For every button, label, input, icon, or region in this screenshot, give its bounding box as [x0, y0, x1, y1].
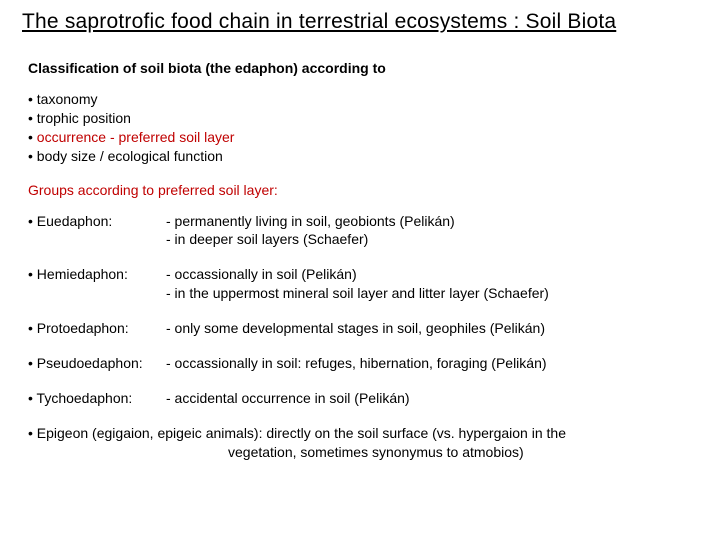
group-row: • Protoedaphon: - only some developmenta…: [28, 319, 692, 338]
groups-section-label: Groups according to preferred soil layer…: [28, 182, 692, 198]
group-desc-pseudoedaphon: - occassionally in soil: refuges, hibern…: [166, 354, 692, 373]
footnote-line1: • Epigeon (egigaion, epigeic animals): d…: [28, 425, 566, 441]
classification-subheading: Classification of soil biota (the edapho…: [28, 60, 692, 76]
footnote-epigeon: • Epigeon (egigaion, epigeic animals): d…: [28, 424, 692, 462]
criteria-taxonomy: • taxonomy: [28, 90, 692, 109]
bullet-prefix: •: [28, 129, 37, 145]
criteria-bodysize: • body size / ecological function: [28, 147, 692, 166]
group-term-euedaphon: • Euedaphon:: [28, 212, 166, 250]
group-term-hemiedaphon: • Hemiedaphon:: [28, 265, 166, 303]
group-row: • Hemiedaphon: - occassionally in soil (…: [28, 265, 692, 303]
group-row: • Euedaphon: - permanently living in soi…: [28, 212, 692, 250]
group-row: • Pseudoedaphon: - occassionally in soil…: [28, 354, 692, 373]
group-desc-hemiedaphon: - occassionally in soil (Pelikán)- in th…: [166, 265, 692, 303]
page-title: The saprotrofic food chain in terrestria…: [22, 10, 692, 34]
criteria-trophic: • trophic position: [28, 109, 692, 128]
group-term-protoedaphon: • Protoedaphon:: [28, 319, 166, 338]
criteria-occurrence: • occurrence - preferred soil layer: [28, 128, 692, 147]
group-term-pseudoedaphon: • Pseudoedaphon:: [28, 354, 166, 373]
group-desc-tychoedaphon: - accidental occurrence in soil (Pelikán…: [166, 389, 692, 408]
group-desc-protoedaphon: - only some developmental stages in soil…: [166, 319, 692, 338]
footnote-line2: vegetation, sometimes synonymus to atmob…: [28, 443, 692, 462]
group-term-tychoedaphon: • Tychoedaphon:: [28, 389, 166, 408]
group-desc-euedaphon: - permanently living in soil, geobionts …: [166, 212, 692, 250]
group-row: • Tychoedaphon: - accidental occurrence …: [28, 389, 692, 408]
criteria-occurrence-highlight: occurrence - preferred soil layer: [37, 129, 235, 145]
criteria-list: • taxonomy • trophic position • occurren…: [28, 90, 692, 166]
